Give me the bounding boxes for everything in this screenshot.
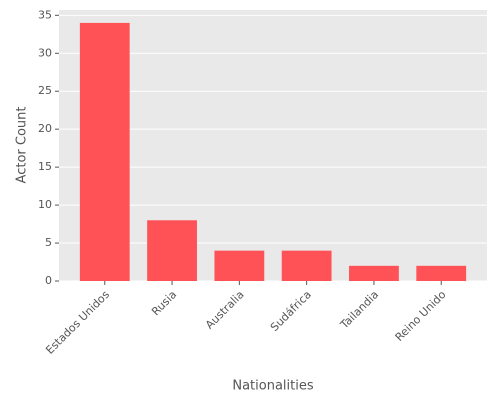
x-tick-label: Australia (203, 288, 247, 332)
x-axis-label: Nationalities (232, 379, 313, 394)
bar (281, 250, 332, 281)
bar (349, 265, 399, 281)
y-tick-label: 0 (45, 274, 52, 287)
x-tick-label: Rusia (149, 288, 179, 318)
bar (79, 22, 130, 282)
y-tick-label: 5 (45, 236, 52, 249)
y-tick-label: 10 (38, 198, 52, 211)
bar (214, 250, 265, 281)
y-tick-label: 30 (38, 46, 52, 59)
y-tick-label: 35 (38, 8, 52, 21)
bar (147, 220, 197, 281)
y-tick-label: 25 (38, 84, 52, 97)
y-tick-label: 15 (38, 160, 52, 173)
y-axis-label: Actor Count (15, 107, 30, 184)
bar (416, 265, 467, 281)
plot-area (59, 10, 487, 281)
x-tick-label: Sudáfrica (268, 288, 314, 334)
x-tick-label: Estados Unidos (43, 288, 112, 357)
x-tick-label: Reino Unido (393, 288, 449, 344)
y-tick-label: 20 (38, 122, 52, 135)
x-tick-label: Tailandia (337, 288, 381, 332)
